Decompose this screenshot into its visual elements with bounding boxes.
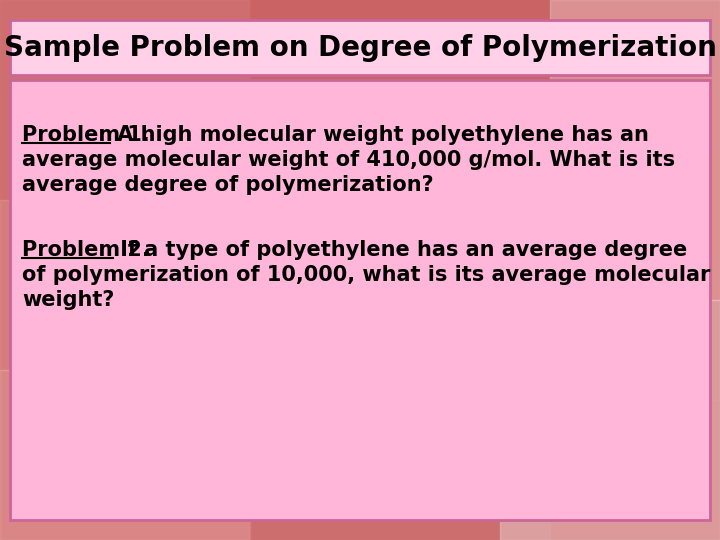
Bar: [550, 0, 720, 300]
Bar: [0, 370, 250, 540]
Text: A high molecular weight polyethylene has an: A high molecular weight polyethylene has…: [110, 125, 649, 145]
Text: weight?: weight?: [22, 290, 114, 310]
Bar: [0, 0, 250, 200]
Text: average degree of polymerization?: average degree of polymerization?: [22, 175, 433, 195]
Text: Problem 2.: Problem 2.: [22, 240, 150, 260]
FancyBboxPatch shape: [10, 80, 710, 520]
Bar: [250, 0, 720, 150]
Text: If a type of polyethylene has an average degree: If a type of polyethylene has an average…: [113, 240, 688, 260]
Bar: [100, 100, 300, 300]
Text: average molecular weight of 410,000 g/mol. What is its: average molecular weight of 410,000 g/mo…: [22, 150, 675, 170]
Text: of polymerization of 10,000, what is its average molecular: of polymerization of 10,000, what is its…: [22, 265, 711, 285]
Bar: [500, 300, 720, 540]
Text: Sample Problem on Degree of Polymerization: Sample Problem on Degree of Polymerizati…: [4, 33, 716, 62]
Text: Problem 1.: Problem 1.: [22, 125, 150, 145]
Bar: [250, 390, 550, 540]
FancyBboxPatch shape: [10, 20, 710, 75]
Bar: [300, 150, 720, 400]
Bar: [0, 200, 300, 370]
Bar: [400, 100, 550, 300]
